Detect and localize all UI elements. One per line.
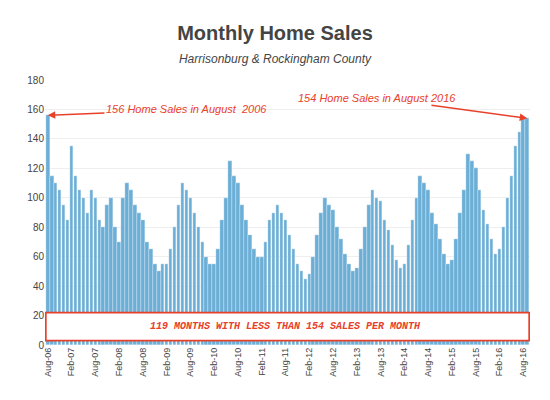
svg-text:154 Home Sales in August 2016: 154 Home Sales in August 2016 [298, 92, 456, 104]
svg-text:Feb-11: Feb-11 [257, 348, 267, 376]
svg-text:Feb-15: Feb-15 [447, 348, 457, 377]
svg-text:140: 140 [27, 133, 44, 144]
svg-text:Feb-08: Feb-08 [114, 348, 124, 377]
svg-text:Aug-10: Aug-10 [233, 348, 243, 377]
svg-text:160: 160 [27, 104, 44, 115]
svg-text:Feb-14: Feb-14 [399, 348, 409, 377]
svg-text:0: 0 [38, 340, 44, 351]
svg-text:Aug-09: Aug-09 [185, 348, 195, 377]
svg-text:Aug-11: Aug-11 [280, 348, 290, 376]
svg-text:20: 20 [33, 310, 45, 321]
svg-text:Feb-16: Feb-16 [494, 348, 504, 377]
svg-text:Monthly Home Sales: Monthly Home Sales [177, 22, 373, 44]
svg-text:Feb-10: Feb-10 [209, 348, 219, 377]
svg-text:Feb-12: Feb-12 [304, 348, 314, 377]
svg-text:40: 40 [33, 281, 45, 292]
svg-text:Aug-07: Aug-07 [90, 348, 100, 377]
svg-text:120: 120 [27, 163, 44, 174]
svg-text:Aug-12: Aug-12 [328, 348, 338, 377]
svg-text:Aug-15: Aug-15 [471, 348, 481, 377]
svg-text:60: 60 [33, 251, 45, 262]
svg-text:180: 180 [27, 75, 44, 86]
svg-text:Aug-06: Aug-06 [43, 348, 53, 377]
svg-text:Aug-08: Aug-08 [138, 348, 148, 377]
svg-text:80: 80 [33, 222, 45, 233]
svg-text:100: 100 [27, 192, 44, 203]
svg-text:Aug-16: Aug-16 [518, 348, 528, 377]
svg-text:156 Home Sales in August 2006: 156 Home Sales in August 2006 [106, 103, 267, 115]
svg-text:119 MONTHS WITH LESS THAN 154: 119 MONTHS WITH LESS THAN 154 SALES PER … [150, 321, 421, 332]
svg-text:Aug-13: Aug-13 [376, 348, 386, 377]
svg-text:Feb-09: Feb-09 [162, 348, 172, 377]
svg-text:Harrisonburg & Rockingham Coun: Harrisonburg & Rockingham County [179, 52, 372, 66]
svg-text:Aug-14: Aug-14 [423, 348, 433, 377]
svg-text:Feb-13: Feb-13 [352, 348, 362, 377]
svg-text:Feb-07: Feb-07 [66, 348, 76, 377]
